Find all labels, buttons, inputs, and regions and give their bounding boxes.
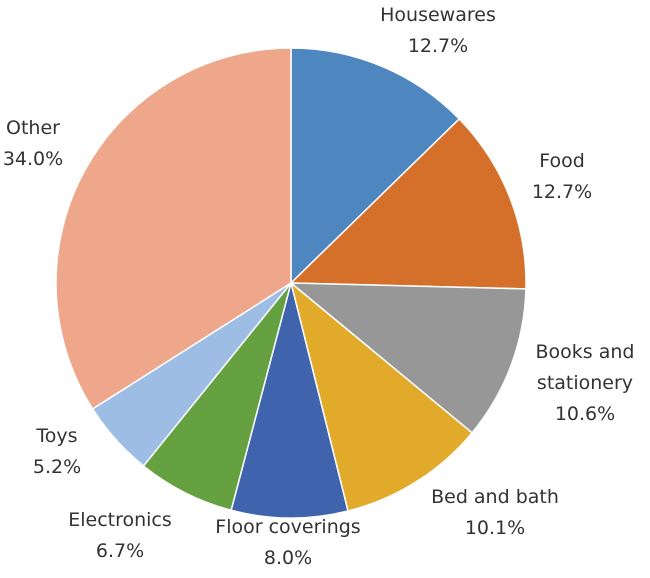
category-label: Books and stationery: [535, 341, 635, 394]
value-label: 12.7%: [531, 181, 593, 203]
value-label: 10.6%: [554, 403, 616, 425]
category-label: Toys: [36, 425, 78, 447]
value-label: 10.1%: [464, 517, 526, 539]
category-label: Housewares: [380, 4, 496, 26]
value-label: 34.0%: [2, 148, 64, 170]
slice-label: Housewares 12.7%: [378, 0, 498, 62]
value-label: 12.7%: [407, 35, 469, 57]
value-label: 5.2%: [32, 456, 82, 478]
category-label: Other: [6, 117, 60, 139]
pie-slice: [290, 47, 461, 285]
category-label: Electronics: [68, 509, 172, 531]
slice-label: Bed and bath 10.1%: [410, 482, 580, 544]
category-label: Food: [539, 150, 585, 172]
pie-slice: [288, 282, 527, 434]
value-label: 6.7%: [95, 540, 145, 562]
category-label: Floor coverings: [215, 516, 361, 538]
slice-label: Food 12.7%: [502, 146, 622, 208]
pie-slice: [230, 282, 349, 519]
slice-label: Books and stationery 10.6%: [520, 337, 650, 430]
value-label: 8.0%: [263, 547, 313, 569]
pie-slice: [55, 47, 292, 410]
slice-label: Other 34.0%: [0, 113, 73, 175]
pie-slice: [289, 280, 474, 512]
slice-label: Toys 5.2%: [17, 421, 97, 483]
slice-label: Floor coverings 8.0%: [193, 512, 383, 574]
pie-slice: [289, 117, 527, 290]
slice-label: Electronics 6.7%: [50, 505, 190, 567]
category-label: Bed and bath: [431, 486, 559, 508]
